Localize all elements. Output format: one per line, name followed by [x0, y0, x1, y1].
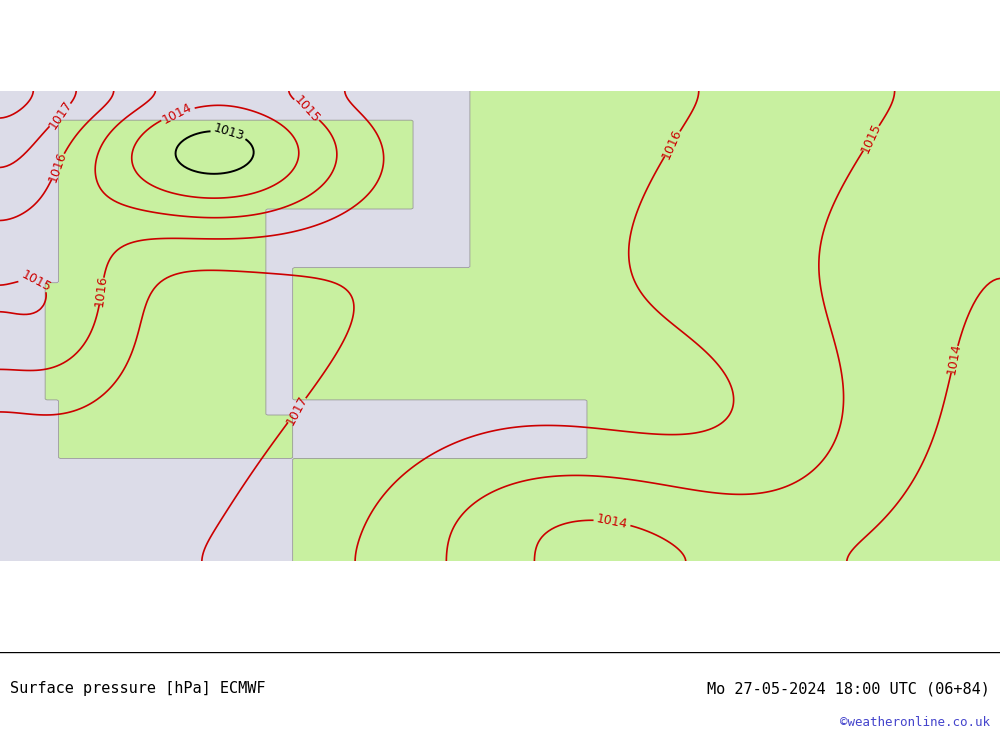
Text: Surface pressure [hPa] ECMWF: Surface pressure [hPa] ECMWF	[10, 681, 266, 696]
Text: 1014: 1014	[945, 342, 964, 376]
Text: 1016: 1016	[46, 150, 69, 183]
Text: 1015: 1015	[859, 121, 884, 155]
Text: 1016: 1016	[660, 127, 685, 161]
Text: 1017: 1017	[284, 393, 310, 427]
Text: 1013: 1013	[212, 122, 246, 144]
Text: 1014: 1014	[595, 512, 629, 531]
Text: 1015: 1015	[20, 268, 54, 294]
Text: 1017: 1017	[46, 98, 74, 132]
Text: 1016: 1016	[93, 275, 110, 308]
Text: 1015: 1015	[291, 94, 322, 126]
Text: ©weatheronline.co.uk: ©weatheronline.co.uk	[840, 716, 990, 729]
Text: 1014: 1014	[160, 100, 194, 126]
Text: Mo 27-05-2024 18:00 UTC (06+84): Mo 27-05-2024 18:00 UTC (06+84)	[707, 681, 990, 696]
